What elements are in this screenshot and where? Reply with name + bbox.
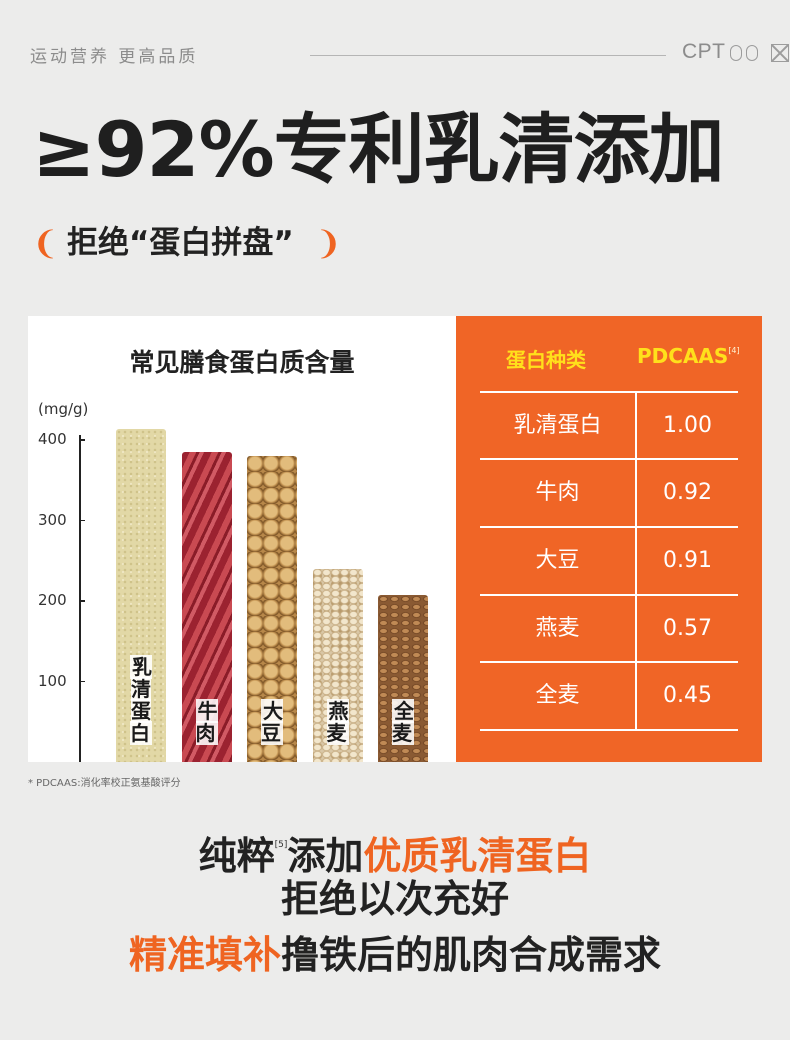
- y-axis-tick-label: 100: [38, 671, 67, 690]
- logo-mark-icon: [730, 45, 742, 61]
- brand-logo-text: CPT: [682, 40, 726, 63]
- y-axis-tick: [79, 600, 85, 602]
- bar-label: 全麦: [392, 699, 414, 745]
- headline: ≥92%专利乳清添加: [32, 105, 725, 194]
- table-header-protein-type: 蛋白种类: [506, 348, 586, 372]
- comparison-panel: 常见膳食蛋白质含量 (mg/g) 400 300 200 100 乳清蛋白牛肉大豆燕麦全…: [28, 316, 762, 762]
- y-axis-tick: [79, 519, 85, 522]
- claim-text: 纯粹: [198, 834, 275, 878]
- table-rule: [480, 594, 738, 596]
- table-cell-score: 0.45: [663, 683, 712, 708]
- pdcaas-label: PDCAAS: [637, 344, 729, 368]
- table-rule: [480, 526, 738, 528]
- y-axis-tick-label: 300: [38, 510, 67, 529]
- subheadline-text: 拒绝“蛋白拼盘”: [67, 225, 294, 261]
- claim-highlight: 精准填补: [128, 933, 281, 977]
- y-axis-tick: [79, 439, 85, 441]
- divider-line: [310, 55, 666, 56]
- protein-content-chart: 常见膳食蛋白质含量 (mg/g) 400 300 200 100 乳清蛋白 牛肉大豆燕麦全…: [28, 316, 456, 762]
- bar-label: 大豆: [261, 699, 283, 745]
- y-axis-tick-label: 200: [38, 591, 67, 609]
- chart-title: 常见膳食蛋白质含量: [129, 348, 355, 377]
- y-axis-tick-label: 400: [38, 430, 67, 448]
- table-column-divider: [635, 391, 637, 729]
- table-cell-score: 0.91: [663, 548, 712, 573]
- bar: 全麦: [378, 594, 428, 762]
- table-cell-type: 牛肉: [535, 480, 580, 505]
- logo-mark-icon: [746, 45, 758, 61]
- claim-highlight: 优质乳清蛋白: [363, 834, 592, 878]
- bar-label: 乳清蛋白: [130, 655, 152, 745]
- reference-mark: [4]: [728, 346, 740, 355]
- left-bracket-icon: ❨: [32, 224, 59, 262]
- top-bar: 运动营养 更高品质 CPT: [30, 40, 789, 68]
- table-rule: [480, 458, 738, 460]
- claim-text: 撸铁后的肌肉合成需求: [281, 933, 662, 977]
- pdcaas-table: 蛋白种类 PDCAAS[4] 乳清蛋白 1.00 牛肉 0.92 大豆 0.91…: [456, 316, 762, 762]
- table-rule: [480, 391, 738, 393]
- reference-mark: [5]: [274, 840, 288, 850]
- bar-label: 牛肉: [195, 699, 218, 745]
- right-bracket-icon: ❩: [315, 224, 342, 262]
- bar: 燕麦: [312, 568, 363, 762]
- table-cell-score: 1.00: [663, 413, 712, 438]
- bar-label: 燕麦: [326, 699, 349, 745]
- y-axis-line: [79, 435, 81, 762]
- claim-line-1: 纯粹[5]添加优质乳清蛋白: [0, 818, 790, 883]
- box-cross-icon: [771, 44, 789, 62]
- claim-line-3: 精准填补撸铁后的肌肉合成需求: [0, 928, 790, 982]
- table-cell-type: 燕麦: [535, 616, 580, 641]
- y-axis-tick: [79, 680, 85, 683]
- table-cell-score: 0.92: [663, 480, 712, 505]
- claim-text: 添加: [287, 834, 364, 878]
- bar: 牛肉: [181, 452, 232, 762]
- table-rule: [480, 729, 738, 731]
- table-header-pdcaas: PDCAAS[4]: [637, 344, 740, 368]
- table-cell-type: 乳清蛋白: [513, 413, 602, 438]
- table-cell-type: 大豆: [535, 548, 580, 573]
- claim-line-2: 拒绝以次充好: [280, 877, 509, 921]
- y-axis-unit: (mg/g): [38, 400, 89, 418]
- subheadline: ❨ 拒绝“蛋白拼盘” ❩: [32, 221, 352, 265]
- bar: 乳清蛋白: [116, 428, 166, 762]
- footnote: * PDCAAS:消化率校正氨基酸评分: [28, 778, 181, 789]
- table-cell-score: 0.57: [663, 616, 712, 641]
- table-rule: [480, 661, 738, 663]
- brand-slogan: 运动营养 更高品质: [30, 47, 199, 67]
- bar: 大豆: [247, 456, 297, 762]
- table-cell-type: 全麦: [535, 683, 580, 708]
